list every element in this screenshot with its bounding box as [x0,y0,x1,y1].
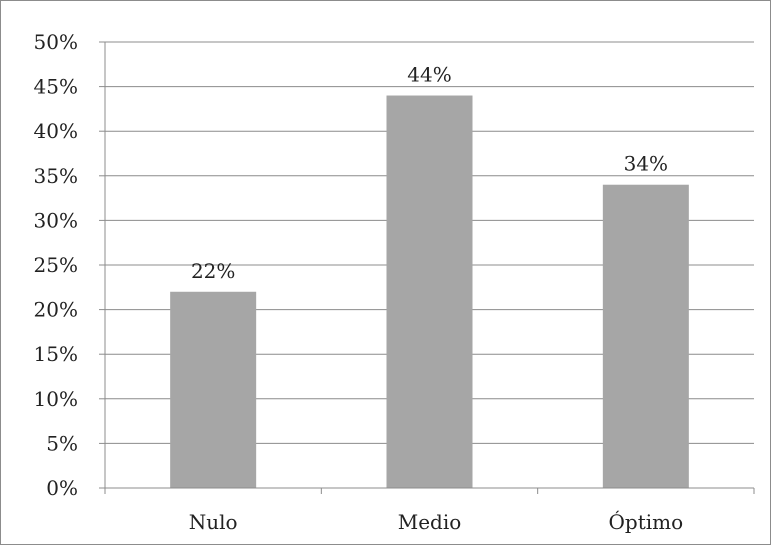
y-tick-label: 10% [34,387,78,411]
data-label: 34% [624,152,668,176]
bars [170,95,689,489]
y-tick-label: 15% [34,342,78,366]
y-tick-labels: 0% 5% 10% 15% 20% 25% 30% 35% 40% 45% 50% [34,30,78,500]
y-tick-label: 50% [34,30,78,54]
x-tick-label: Nulo [189,510,238,534]
y-tick-label: 40% [34,119,78,143]
bar-medio [386,95,473,489]
bar-nulo [170,291,257,488]
y-tick-label: 45% [34,75,78,99]
bar-óptimo [602,184,689,488]
x-tick-label: Medio [398,510,462,534]
y-tick-label: 30% [34,208,78,232]
data-label: 22% [191,259,235,283]
y-tick-label: 25% [34,253,78,277]
x-tick-labels: Nulo Medio Óptimo [189,509,683,534]
y-tick-label: 20% [34,298,78,322]
y-tick-label: 0% [46,476,78,500]
x-tick-label: Óptimo [609,509,684,534]
y-tick-label: 35% [34,164,78,188]
y-tick-label: 5% [46,431,78,455]
axes [99,41,755,494]
data-label: 44% [407,63,451,87]
data-labels: 22% 44% 34% [191,63,668,283]
